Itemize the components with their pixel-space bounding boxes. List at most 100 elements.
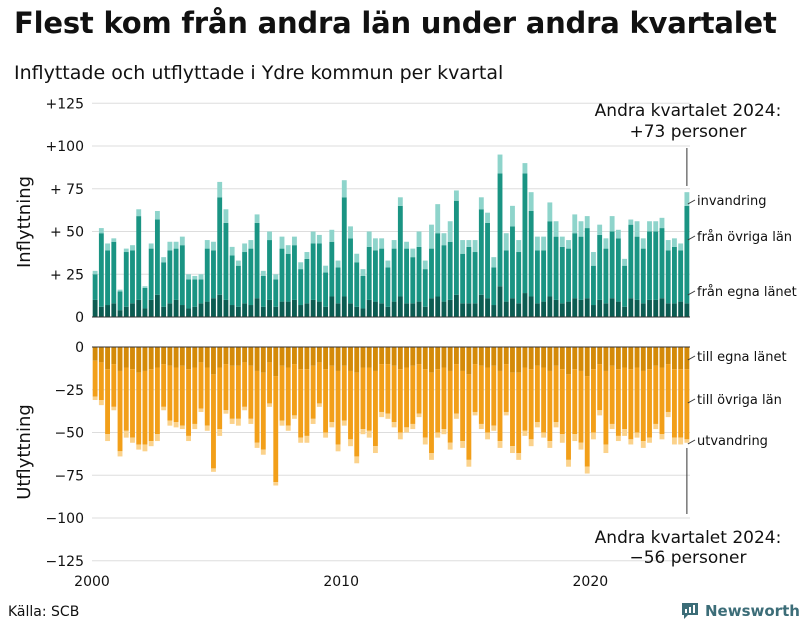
outflow-ovriga-bar (553, 365, 559, 423)
inflow-annotation-title: Andra kvartalet 2024: (595, 101, 782, 121)
outflow-utvandring-bar (298, 437, 304, 443)
outflow-ovriga-bar (217, 367, 223, 430)
inflow-invandring-bar (416, 231, 422, 247)
brand-logo[interactable]: Newsworthy (680, 601, 800, 621)
outflow-egna-bar (223, 347, 229, 365)
outflow-ovriga-bar (186, 369, 191, 436)
outflow-utvandring-bar (541, 432, 547, 438)
inflow-invandring-bar (391, 240, 397, 249)
inflow-egna-bar (566, 301, 571, 317)
y-tick-label: +125 (46, 96, 84, 112)
inflow-invandring-bar (534, 236, 540, 251)
outflow-utvandring-bar (292, 415, 297, 419)
outflow-utvandring-bar (123, 430, 129, 438)
inflow-invandring-bar (179, 236, 185, 246)
inflow-egna-bar (98, 306, 104, 317)
outflow-egna-bar (148, 347, 154, 370)
inflow-egna-bar (665, 303, 671, 317)
inflow-ovriga-bar (379, 248, 385, 304)
inflow-ovriga-bar (366, 246, 372, 300)
inflow-ovriga-bar (478, 209, 484, 295)
outflow-utvandring-bar (198, 408, 204, 412)
outflow-utvandring-bar (466, 459, 472, 467)
outflow-utvandring-bar (391, 422, 397, 428)
inflow-egna-bar (267, 299, 272, 317)
outflow-egna-bar (179, 347, 185, 366)
inflow-ovriga-bar (553, 236, 559, 300)
inflow-ovriga-bar (665, 250, 671, 304)
inflow-ovriga-bar (167, 250, 173, 304)
inflow-egna-bar (310, 299, 316, 317)
inflow-egna-bar (279, 301, 285, 317)
outflow-ovriga-bar (466, 374, 472, 460)
outflow-ovriga-bar (341, 365, 347, 421)
inflow-ovriga-bar (204, 248, 210, 302)
inflow-invandring-bar (285, 245, 291, 254)
outflow-ovriga-bar (404, 367, 410, 428)
outflow-egna-bar (254, 347, 260, 371)
inflow-ovriga-bar (111, 241, 117, 304)
outflow-panel-label: Utflyttning (14, 404, 35, 500)
inflow-ovriga-bar (528, 210, 534, 297)
inflow-egna-bar (217, 294, 223, 317)
outflow-egna-bar (142, 347, 148, 371)
inflow-ovriga-bar (628, 224, 634, 299)
inflow-egna-bar (397, 296, 403, 317)
outflow-ovriga-bar (547, 370, 553, 442)
inflow-invandring-bar (671, 238, 677, 247)
y-tick-label: +100 (46, 139, 84, 155)
inflow-invandring-bar (528, 192, 534, 211)
inflow-invandring-bar (659, 217, 665, 229)
inflow-egna-bar (316, 301, 322, 317)
inflow-egna-bar (192, 306, 198, 317)
outflow-egna-bar (553, 347, 559, 366)
outflow-ovriga-bar (148, 369, 154, 442)
inflow-ovriga-bar (653, 231, 659, 300)
inflow-egna-bar (123, 306, 129, 317)
inflow-egna-bar (609, 298, 615, 317)
outflow-egna-bar (522, 347, 528, 368)
outflow-ovriga-bar (671, 369, 677, 438)
inflow-ovriga-bar (603, 248, 609, 304)
inflow-ovriga-bar (310, 243, 316, 300)
inflow-egna-bar (647, 299, 652, 317)
inflow-egna-bar (379, 303, 385, 317)
outflow-ovriga-bar (379, 364, 385, 412)
inflow-invandring-bar (429, 224, 434, 249)
inflow-ovriga-bar (559, 246, 565, 304)
outflow-egna-bar (285, 347, 291, 368)
outflow-ovriga-bar (640, 370, 646, 442)
inflow-egna-bar (130, 303, 135, 317)
outflow-ovriga-bar (516, 372, 522, 454)
inflow-ovriga-bar (335, 267, 341, 304)
outflow-ovriga-bar (192, 367, 198, 424)
outflow-egna-bar (429, 347, 434, 373)
inflow-invandring-bar (566, 240, 571, 249)
inflow-invandring-bar (273, 274, 279, 280)
inflow-invandring-bar (647, 221, 652, 232)
inflow-egna-bar (441, 301, 447, 317)
inflow-ovriga-bar (105, 250, 111, 306)
inflow-ovriga-bar (229, 255, 235, 306)
inflow-ovriga-bar (279, 248, 285, 302)
inflow-ovriga-bar (497, 173, 503, 287)
inflow-invandring-bar (503, 233, 509, 251)
inflow-egna-bar (142, 308, 148, 317)
inflow-invandring-bar (98, 228, 104, 234)
outflow-egna-bar (204, 347, 210, 368)
outflow-ovriga-bar (528, 369, 534, 440)
outflow-egna-bar (341, 347, 347, 366)
y-tick-label: + 50 (50, 225, 84, 241)
inflow-ovriga-bar (391, 248, 397, 302)
outflow-utvandring-bar (609, 423, 615, 430)
inflow-invandring-bar (254, 214, 260, 223)
inflow-invandring-bar (478, 197, 484, 210)
inflow-ovriga-bar (429, 248, 434, 299)
outflow-utvandring-bar (472, 411, 478, 416)
inflow-ovriga-bar (123, 252, 129, 307)
inflow-invandring-bar (204, 240, 210, 249)
inflow-egna-bar (497, 286, 503, 317)
inflow-ovriga-bar (173, 248, 179, 300)
outflow-ovriga-bar (254, 370, 260, 443)
inflow-invandring-bar (622, 258, 628, 266)
